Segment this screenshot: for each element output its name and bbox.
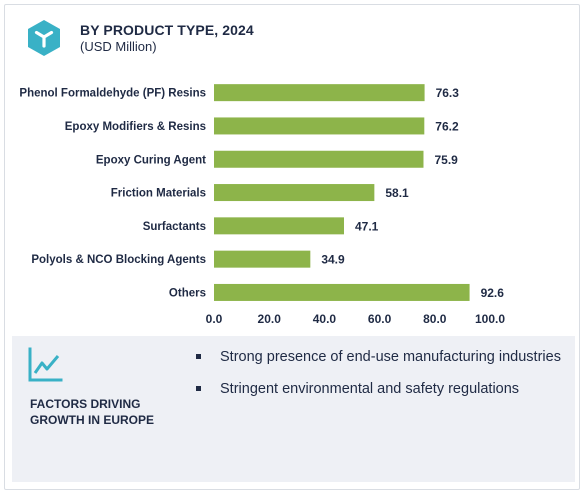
- category-label: Others: [169, 287, 206, 299]
- bar: [214, 84, 425, 102]
- chart-title: BY PRODUCT TYPE, 2024: [80, 22, 254, 38]
- factors-list: Strong presence of end-use manufacturing…: [194, 348, 561, 412]
- x-tick-label: 80.0: [423, 312, 447, 326]
- value-label: 75.9: [434, 153, 458, 167]
- x-tick-label: 100.0: [475, 312, 505, 326]
- x-tick-label: 60.0: [368, 312, 392, 326]
- x-tick-label: 40.0: [313, 312, 337, 326]
- bar: [214, 184, 375, 202]
- x-tick-label: 20.0: [258, 312, 282, 326]
- factors-title: FACTORS DRIVING GROWTH IN EUROPE: [30, 397, 155, 427]
- category-label: Epoxy Modifiers & Resins: [65, 121, 206, 133]
- bar: [214, 250, 311, 268]
- category-label: Polyols & NCO Blocking Agents: [31, 254, 206, 266]
- category-label: Surfactants: [143, 221, 206, 233]
- value-label: 47.1: [355, 219, 379, 233]
- factors-panel: FACTORS DRIVING GROWTH IN EUROPE Strong …: [12, 336, 575, 482]
- factor-item: Stringent environmental and safety regul…: [194, 380, 561, 412]
- factor-item: Strong presence of end-use manufacturing…: [194, 348, 561, 380]
- chart-subtitle: (USD Million): [80, 39, 157, 54]
- category-label: Friction Materials: [111, 188, 206, 200]
- value-label: 76.3: [436, 86, 460, 100]
- bar: [214, 283, 470, 301]
- value-label: 58.1: [385, 186, 409, 200]
- x-tick-label: 0.0: [206, 312, 223, 326]
- trend-line-icon: [28, 347, 63, 382]
- hexagon-logo-icon: [28, 20, 60, 56]
- bar: [214, 217, 344, 235]
- square-bullet-icon: [196, 386, 201, 391]
- value-label: 34.9: [321, 253, 345, 267]
- square-bullet-icon: [196, 354, 201, 359]
- category-label: Epoxy Curing Agent: [96, 154, 206, 166]
- factor-text: Stringent environmental and safety regul…: [220, 381, 520, 397]
- value-label: 92.6: [481, 286, 505, 300]
- bar-chart: Phenol Formaldehyde (PF) Resins 76.3 Epoxy…: [19, 84, 505, 326]
- factor-text: Strong presence of end-use manufacturing…: [220, 349, 561, 365]
- bar: [214, 117, 425, 135]
- bar: [214, 150, 424, 168]
- category-label: Phenol Formaldehyde (PF) Resins: [19, 88, 206, 100]
- value-label: 76.2: [435, 119, 459, 133]
